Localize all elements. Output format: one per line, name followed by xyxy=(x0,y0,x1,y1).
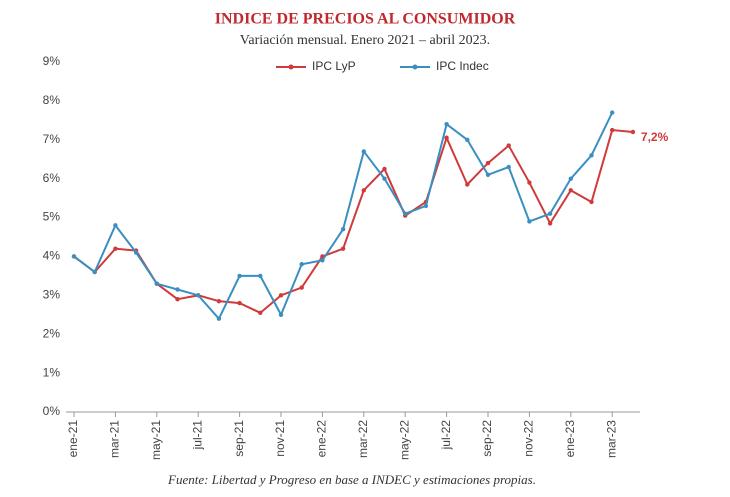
point xyxy=(258,273,263,279)
point xyxy=(133,250,139,255)
y-tick-label: 2% xyxy=(43,326,61,340)
y-tick-label: 8% xyxy=(43,93,61,107)
point xyxy=(320,258,325,263)
point xyxy=(382,176,387,181)
point xyxy=(506,143,511,148)
point xyxy=(237,273,242,279)
x-tick-label: nov-21 xyxy=(273,420,287,457)
x-tick-label: ene-23 xyxy=(563,420,577,458)
x-tick-label: mar-22 xyxy=(356,420,370,458)
point xyxy=(630,129,636,135)
series-line xyxy=(73,128,633,315)
x-tick-label: jul-21 xyxy=(190,420,204,451)
y-tick-label: 9% xyxy=(43,54,61,68)
x-tick-label: ene-22 xyxy=(315,420,329,458)
point xyxy=(154,281,159,286)
x-tick-label: sep-22 xyxy=(480,420,494,457)
point xyxy=(299,262,304,267)
x-tick-label: mar-21 xyxy=(108,420,122,458)
y-tick-label: 1% xyxy=(43,365,61,379)
point xyxy=(444,135,449,141)
point xyxy=(527,180,532,185)
point xyxy=(340,227,346,232)
point xyxy=(196,293,201,298)
x-tick-label: sep-21 xyxy=(232,420,246,457)
point xyxy=(361,188,366,193)
point xyxy=(175,287,180,292)
point xyxy=(113,246,118,251)
chart-subtitle: Variación mensual. Enero 2021 – abril 20… xyxy=(240,33,490,48)
y-tick-label: 0% xyxy=(43,404,61,418)
y-tick-label: 4% xyxy=(43,249,61,263)
point xyxy=(444,122,449,127)
value-label: 7,2% xyxy=(641,130,669,144)
point xyxy=(340,246,346,251)
legend-label: IPC Indec xyxy=(436,59,489,73)
x-tick-label: mar-23 xyxy=(604,420,618,458)
legend-label: IPC LyP xyxy=(312,59,356,73)
point xyxy=(382,166,387,172)
x-tick-label: jul-22 xyxy=(439,420,453,451)
point xyxy=(465,137,470,142)
source: Fuente: Libertad y Progreso en base a IN… xyxy=(167,472,536,487)
point xyxy=(485,172,491,177)
point xyxy=(71,254,77,259)
point xyxy=(258,310,263,316)
point xyxy=(237,300,242,306)
point xyxy=(216,298,222,304)
point xyxy=(547,221,553,226)
point xyxy=(506,164,511,170)
legend-marker xyxy=(412,64,418,70)
x-tick-label: may-21 xyxy=(149,420,163,460)
point xyxy=(568,176,573,181)
point xyxy=(547,211,553,216)
point xyxy=(465,182,470,187)
point xyxy=(92,269,97,275)
point xyxy=(527,219,532,224)
point xyxy=(485,160,491,166)
x-tick-label: may-22 xyxy=(397,420,411,460)
point xyxy=(278,293,284,298)
point xyxy=(216,316,222,321)
point xyxy=(610,127,615,133)
y-tick-label: 6% xyxy=(43,171,61,185)
y-tick-label: 5% xyxy=(43,210,61,224)
point xyxy=(278,312,284,317)
point xyxy=(113,223,118,228)
point xyxy=(589,199,594,205)
y-tick-label: 7% xyxy=(43,132,61,146)
point xyxy=(589,153,594,158)
chart-title: INDICE DE PRECIOS AL CONSUMIDOR xyxy=(215,11,516,28)
legend-marker xyxy=(288,64,294,70)
point xyxy=(568,188,573,193)
point xyxy=(361,149,366,154)
point xyxy=(423,203,429,209)
point xyxy=(175,297,180,302)
y-tick-label: 3% xyxy=(43,288,61,302)
point xyxy=(610,110,615,115)
point xyxy=(403,211,408,216)
point xyxy=(299,285,304,290)
x-tick-label: ene-21 xyxy=(66,420,80,458)
series-line xyxy=(73,112,614,321)
x-tick-label: nov-22 xyxy=(522,420,536,457)
